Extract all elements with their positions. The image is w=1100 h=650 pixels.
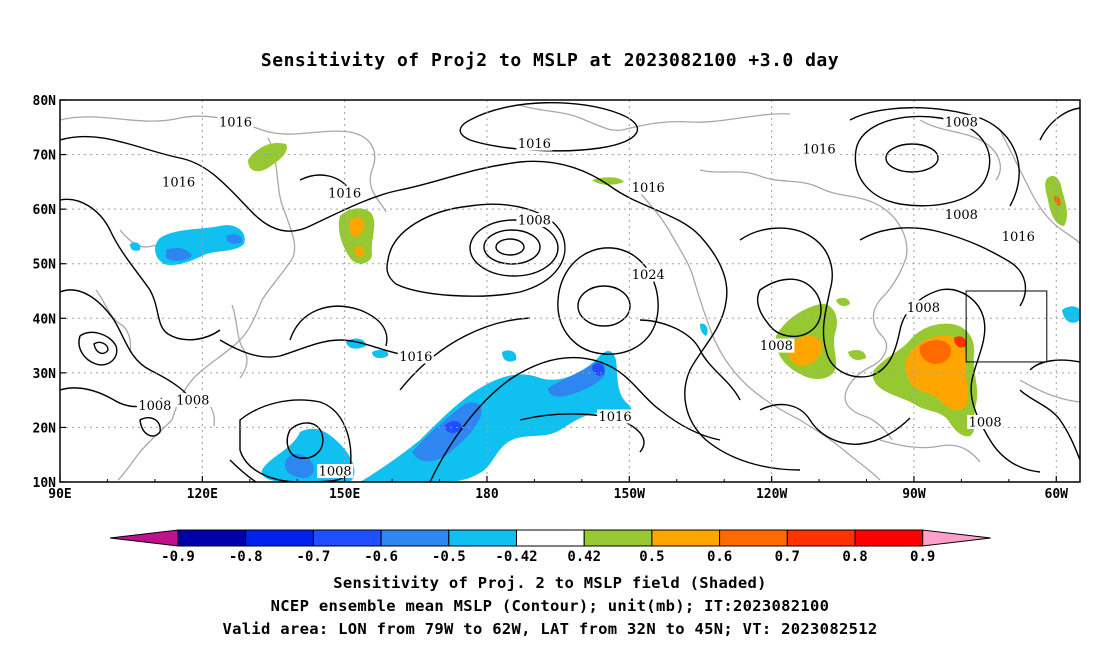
lon-tick-label: 90W [902,487,926,502]
contour-label: 1016 [518,137,551,152]
contour-label: 1008 [176,394,209,409]
contour-label-bg [1000,229,1037,244]
colorbar-segment [719,529,788,547]
colorbar-segment [312,529,382,547]
contour-label-bg [397,349,434,364]
contour-label-bg [943,207,980,222]
colorbar-tick-label: 0.8 [842,549,867,565]
lon-tick-label: 60W [1045,487,1069,502]
colorbar-segment [177,529,247,547]
contour-label: 1024 [632,268,665,283]
mslp-contours [60,101,1080,482]
lat-tick-label: 80N [33,94,57,109]
lat-tick-label: 40N [33,312,57,327]
contour-label: 1016 [803,143,836,158]
colorbar-segment [786,529,856,547]
contour-label-bg [516,213,553,228]
contour-label-bg [597,409,634,424]
contour-label: 1016 [632,181,665,196]
contour-label-bg [758,338,795,353]
colorbar-segment [583,529,653,547]
map-title: Sensitivity of Proj2 to MSLP at 20230821… [260,50,840,71]
colorbar-tick-label: 0.5 [639,549,664,565]
lat-tick-label: 60N [33,203,57,218]
colorbar-segment [651,529,721,547]
lon-tick-label: 180 [475,487,499,502]
contour-label-bg [160,174,197,189]
colorbar-segment [448,529,517,547]
contour-labels: 1016 1016 1016 1016 1016 1016 1008 1008 1024 1008… [136,114,1037,480]
contour-label-bg [630,267,667,282]
colorbar-over-triangle [922,529,991,547]
contour-label: 1016 [1002,230,1035,245]
contour-label-bg [943,114,980,129]
contour-label-bg [801,142,838,157]
contour-label: 1016 [162,175,195,190]
contour-label: 1008 [969,415,1002,430]
colorbar-tick-label: 0.42 [567,549,601,565]
map-gridlines [60,100,1080,482]
contour-label-bg [326,185,363,200]
caption-valid-area: Valid area: LON from 79W to 62W, LAT fro… [222,620,878,638]
lat-tick-label: 70N [33,149,57,164]
lat-tick-label: 10N [33,476,57,491]
contour-label-bg [967,414,1004,429]
contour-label-bg [136,398,173,413]
colorbar-under-triangle [109,529,179,547]
coastlines [60,104,1080,481]
colorbar-tick-label: 0.6 [707,549,732,565]
contour-label: 1008 [907,301,940,316]
contour-label-bg [630,180,667,195]
colorbar-tick-label: -0.5 [432,549,466,565]
contour-label: 1008 [760,339,793,354]
lat-tick-label: 50N [33,258,57,273]
lat-tick-label: 20N [33,421,57,436]
caption-contour: NCEP ensemble mean MSLP (Contour); unit(… [270,597,830,615]
colorbar-segment [516,529,585,547]
contour-label-bg [317,464,354,479]
contour-label-bg [174,393,211,408]
contour-label: 1008 [319,465,352,480]
caption-shaded: Sensitivity of Proj. 2 to MSLP field (Sh… [333,574,767,592]
sensitivity-shading [130,142,1080,482]
contour-label: 1008 [518,214,551,229]
colorbar-tick-label: 0.7 [775,549,800,565]
colorbar-segment [854,529,924,547]
colorbar-segment [380,529,450,547]
colorbar-tick-label: 0.9 [910,549,935,565]
lon-tick-label: 150E [329,487,360,502]
contour-label: 1008 [945,208,978,223]
contour-label: 1016 [328,186,361,201]
colorbar-tick-label: -0.42 [495,549,537,565]
contour-label: 1016 [399,350,432,365]
lon-tick-label: 90E [48,487,71,502]
colorbar-tick-label: -0.8 [229,549,263,565]
colorbar-tick-label: -0.6 [364,549,398,565]
lon-tick-label: 120W [756,487,787,502]
contour-label: 1016 [219,115,252,130]
contour-label-bg [905,300,942,315]
colorbar: -0.9 -0.8 -0.7 -0.6 -0.5 -0.42 0.42 0.5 0.6 0.7 0.… [109,529,991,565]
colorbar-tick-label: -0.9 [161,549,195,565]
colorbar-segment [245,529,314,547]
colorbar-tick-label: -0.7 [297,549,331,565]
lon-tick-label: 120E [187,487,218,502]
map-frame [59,99,1081,483]
valid-area-box [965,290,1048,363]
contour-label: 1008 [138,399,171,414]
contour-label-bg [516,136,553,151]
contour-label: 1016 [599,410,632,425]
map-axes: 90E 120E 150E 180 150W 120W 90W 60W 80N 70N 60N 50N… [33,94,1069,502]
contour-label: 1008 [945,115,978,130]
contour-label-bg [217,114,254,129]
lon-tick-label: 150W [614,487,645,502]
lat-tick-label: 30N [33,367,57,382]
